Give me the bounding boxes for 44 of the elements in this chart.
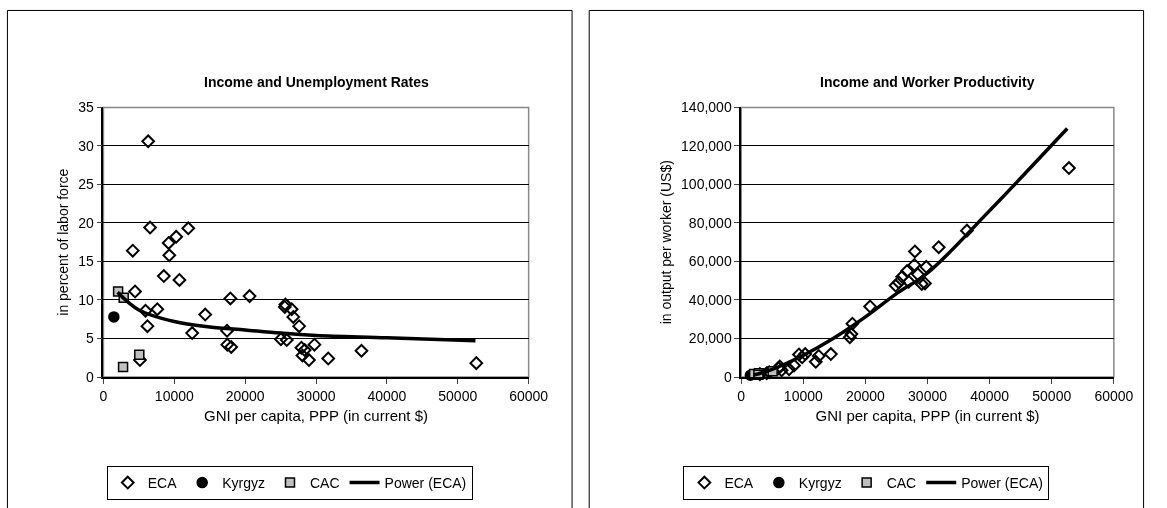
y-tick-label: 25: [78, 176, 95, 193]
y-tick-label: 20: [78, 214, 95, 231]
x-tick-label: 50000: [438, 387, 478, 404]
y-tick-label: 35: [78, 99, 95, 116]
y-axis-title: in output per worker (US$): [658, 160, 675, 325]
y-tick-label: 0: [86, 368, 95, 385]
y-tick-label: 140,000: [681, 99, 732, 116]
x-tick-label: 50000: [1032, 387, 1072, 404]
y-tick-label: 100,000: [681, 176, 732, 193]
y-tick-label: 30: [78, 137, 95, 154]
x-tick-label: 60000: [509, 387, 549, 404]
y-tick-label: 80,000: [688, 214, 732, 231]
legend-label: ECA: [147, 475, 178, 492]
y-tick-label: 10: [78, 291, 95, 308]
legend-label: CAC: [310, 475, 340, 492]
chart-title: Income and Unemployment Rates: [204, 74, 430, 90]
x-tick-label: 30000: [908, 387, 948, 404]
y-tick-label: 20,000: [688, 330, 732, 347]
legend-label: Kyrgyz: [798, 475, 842, 492]
x-tick-label: 30000: [296, 387, 336, 404]
y-axis-title: in percent of labor force: [55, 168, 72, 316]
x-tick-label: 0: [99, 387, 108, 404]
x-tick-label: 40000: [970, 387, 1010, 404]
legend-label: Power (ECA): [961, 475, 1043, 492]
chart-title: Income and Worker Productivity: [820, 74, 1035, 90]
y-tick-label: 40,000: [688, 291, 732, 308]
legend-label: Kyrgyz: [222, 475, 265, 492]
y-tick-label: 0: [723, 368, 732, 385]
x-tick-label: 60000: [1094, 387, 1134, 404]
y-tick-label: 60,000: [688, 253, 732, 270]
x-tick-label: 20000: [845, 387, 886, 404]
x-axis-title: GNI per capita, PPP (in current $): [815, 407, 1040, 425]
x-tick-label: 20000: [225, 387, 265, 404]
legend-label: Power (ECA): [384, 475, 467, 492]
x-axis-title: GNI per capita, PPP (in current $): [204, 407, 429, 425]
x-tick-label: 10000: [783, 387, 824, 404]
x-tick-label: 0: [737, 387, 746, 404]
y-tick-label: 5: [86, 330, 95, 347]
y-tick-label: 15: [78, 253, 95, 270]
x-tick-label: 40000: [367, 387, 407, 404]
legend-label: CAC: [886, 475, 917, 492]
x-tick-label: 10000: [154, 387, 194, 404]
y-tick-label: 120,000: [681, 137, 732, 154]
legend-label: ECA: [724, 475, 754, 492]
